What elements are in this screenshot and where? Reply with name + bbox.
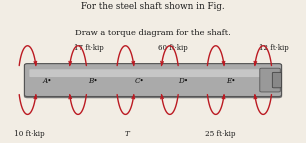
Text: 17 ft·kip: 17 ft·kip: [74, 44, 104, 52]
Text: A•: A•: [43, 77, 52, 85]
Text: C•: C•: [134, 77, 144, 85]
Text: 12 ft·kip: 12 ft·kip: [259, 44, 289, 52]
Text: Draw a torque diagram for the shaft.: Draw a torque diagram for the shaft.: [75, 29, 231, 37]
FancyBboxPatch shape: [272, 72, 282, 88]
Text: B•: B•: [88, 77, 98, 85]
Text: E•: E•: [226, 77, 236, 85]
FancyBboxPatch shape: [29, 69, 277, 77]
FancyBboxPatch shape: [24, 64, 282, 97]
Text: 60 ft·kip: 60 ft·kip: [158, 44, 188, 52]
FancyBboxPatch shape: [260, 68, 280, 92]
Text: For the steel shaft shown in Fig.: For the steel shaft shown in Fig.: [81, 2, 225, 11]
Text: 25 ft·kip: 25 ft·kip: [205, 130, 236, 138]
Text: T: T: [125, 130, 129, 138]
Text: D•: D•: [178, 77, 189, 85]
Text: 10 ft·kip: 10 ft·kip: [14, 130, 44, 138]
FancyBboxPatch shape: [24, 63, 282, 98]
